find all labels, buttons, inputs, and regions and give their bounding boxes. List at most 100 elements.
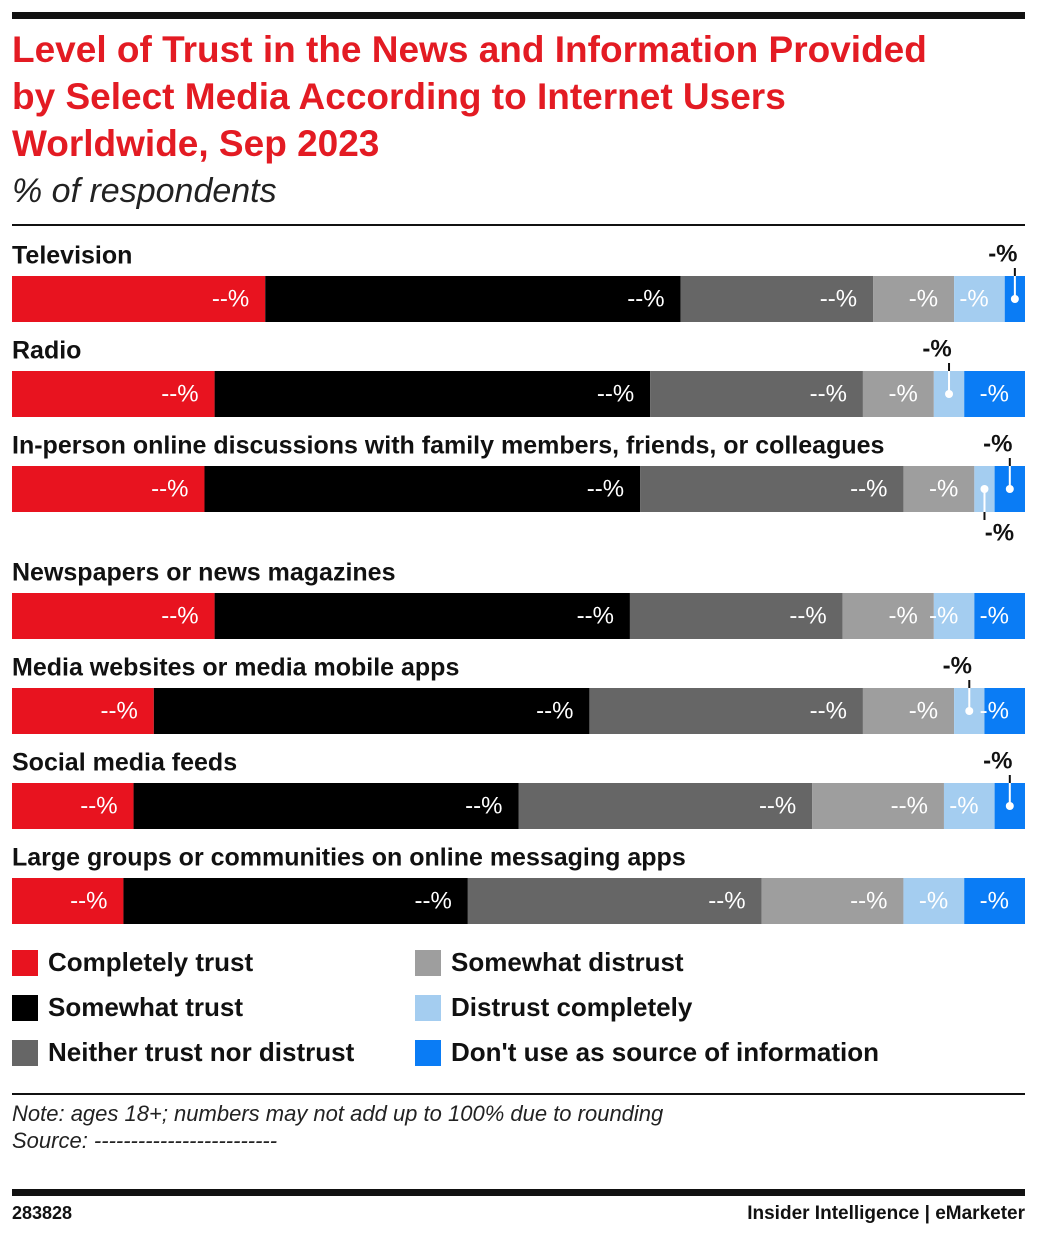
legend-swatch [12, 950, 38, 976]
value-label: --% [810, 380, 847, 407]
bar-segment [984, 688, 1025, 734]
chart-title: Level of Trust in the News and Informati… [12, 29, 927, 164]
bar-segment [133, 783, 519, 829]
legend-swatch [415, 1040, 441, 1066]
bar-segment [842, 593, 934, 639]
chart-id: 283828 [12, 1203, 72, 1223]
legend-swatch [12, 1040, 38, 1066]
bar-segment [903, 878, 965, 924]
category-label: Radio [12, 337, 81, 365]
bar-segment [680, 276, 874, 322]
value-label: -% [985, 519, 1014, 546]
value-label: -% [919, 887, 948, 914]
bar-segment [518, 783, 813, 829]
value-label: -% [949, 792, 978, 819]
value-label: --% [80, 792, 117, 819]
value-label: -% [983, 747, 1012, 774]
value-label: --% [536, 697, 573, 724]
category-label: Social media feeds [12, 749, 237, 777]
value-label: --% [597, 380, 634, 407]
value-label: --% [161, 380, 198, 407]
bar-segment [650, 371, 863, 417]
bar-segment [467, 878, 762, 924]
value-label: -% [988, 240, 1017, 267]
legend-swatch [12, 995, 38, 1021]
leader-dot [1010, 295, 1019, 303]
leader-dot [1005, 802, 1014, 810]
bar-segment [903, 466, 975, 512]
bar-segment [812, 783, 944, 829]
bar-segment [12, 371, 215, 417]
value-label: --% [151, 475, 188, 502]
bar-segment [12, 593, 215, 639]
note: Note: ages 18+; numbers may not add up t… [12, 1101, 664, 1126]
value-label: --% [820, 285, 857, 312]
value-label: -% [980, 697, 1009, 724]
bar-segment [12, 466, 205, 512]
value-label: -% [909, 697, 938, 724]
bar-segment [873, 276, 955, 322]
value-label: --% [70, 887, 107, 914]
bar-segment [862, 688, 955, 734]
bottom-rule [12, 1189, 1025, 1196]
bar-segment [12, 878, 124, 924]
leader-dot [965, 707, 974, 715]
value-label: -% [909, 285, 938, 312]
value-label: -% [943, 652, 972, 679]
legend-label: Distrust completely [451, 992, 693, 1022]
value-label: -% [929, 602, 958, 629]
value-label: --% [789, 602, 826, 629]
bar-segment [964, 371, 1025, 417]
bar-segment [265, 276, 681, 322]
legend-swatch [415, 995, 441, 1021]
value-label: --% [465, 792, 502, 819]
bar-segment [964, 878, 1025, 924]
category-label: Newspapers or news magazines [12, 559, 395, 587]
value-label: --% [810, 697, 847, 724]
value-label: -% [929, 475, 958, 502]
value-label: -% [959, 285, 988, 312]
source: Source: ------------------------- [12, 1128, 277, 1153]
legend-label: Completely trust [48, 947, 253, 977]
bar-segment [214, 593, 630, 639]
value-label: --% [212, 285, 249, 312]
legend-label: Somewhat distrust [451, 947, 684, 977]
value-label: -% [980, 887, 1009, 914]
value-label: -% [980, 602, 1009, 629]
bar-segment [123, 878, 468, 924]
category-label: Large groups or communities on online me… [12, 844, 686, 872]
category-label: Television [12, 242, 132, 270]
bar-segment [862, 371, 934, 417]
bar-segment [954, 276, 1005, 322]
category-label: In-person online discussions with family… [12, 432, 884, 460]
chart-subtitle: % of respondents [12, 172, 277, 210]
bar-segment [204, 466, 641, 512]
value-label: --% [161, 602, 198, 629]
value-label: --% [891, 792, 928, 819]
brand: Insider Intelligence | eMarketer [747, 1203, 1025, 1224]
bar-segment [214, 371, 651, 417]
bar-segment [589, 688, 863, 734]
value-label: -% [922, 335, 951, 362]
bar-segment [761, 878, 904, 924]
bar-segment [12, 276, 266, 322]
bar-segment [943, 783, 995, 829]
bar-segment [640, 466, 904, 512]
legend-swatch [415, 950, 441, 976]
value-label: -% [980, 380, 1009, 407]
value-label: --% [708, 887, 745, 914]
value-label: --% [577, 602, 614, 629]
bar-segment [12, 783, 134, 829]
value-label: --% [415, 887, 452, 914]
value-label: --% [850, 475, 887, 502]
category-label: Media websites or media mobile apps [12, 654, 459, 682]
leader-dot [945, 390, 954, 398]
bar-segment [153, 688, 590, 734]
bar-segment [933, 593, 975, 639]
top-rule [12, 12, 1025, 19]
bar-segment [629, 593, 843, 639]
value-label: --% [627, 285, 664, 312]
value-label: -% [983, 430, 1012, 457]
